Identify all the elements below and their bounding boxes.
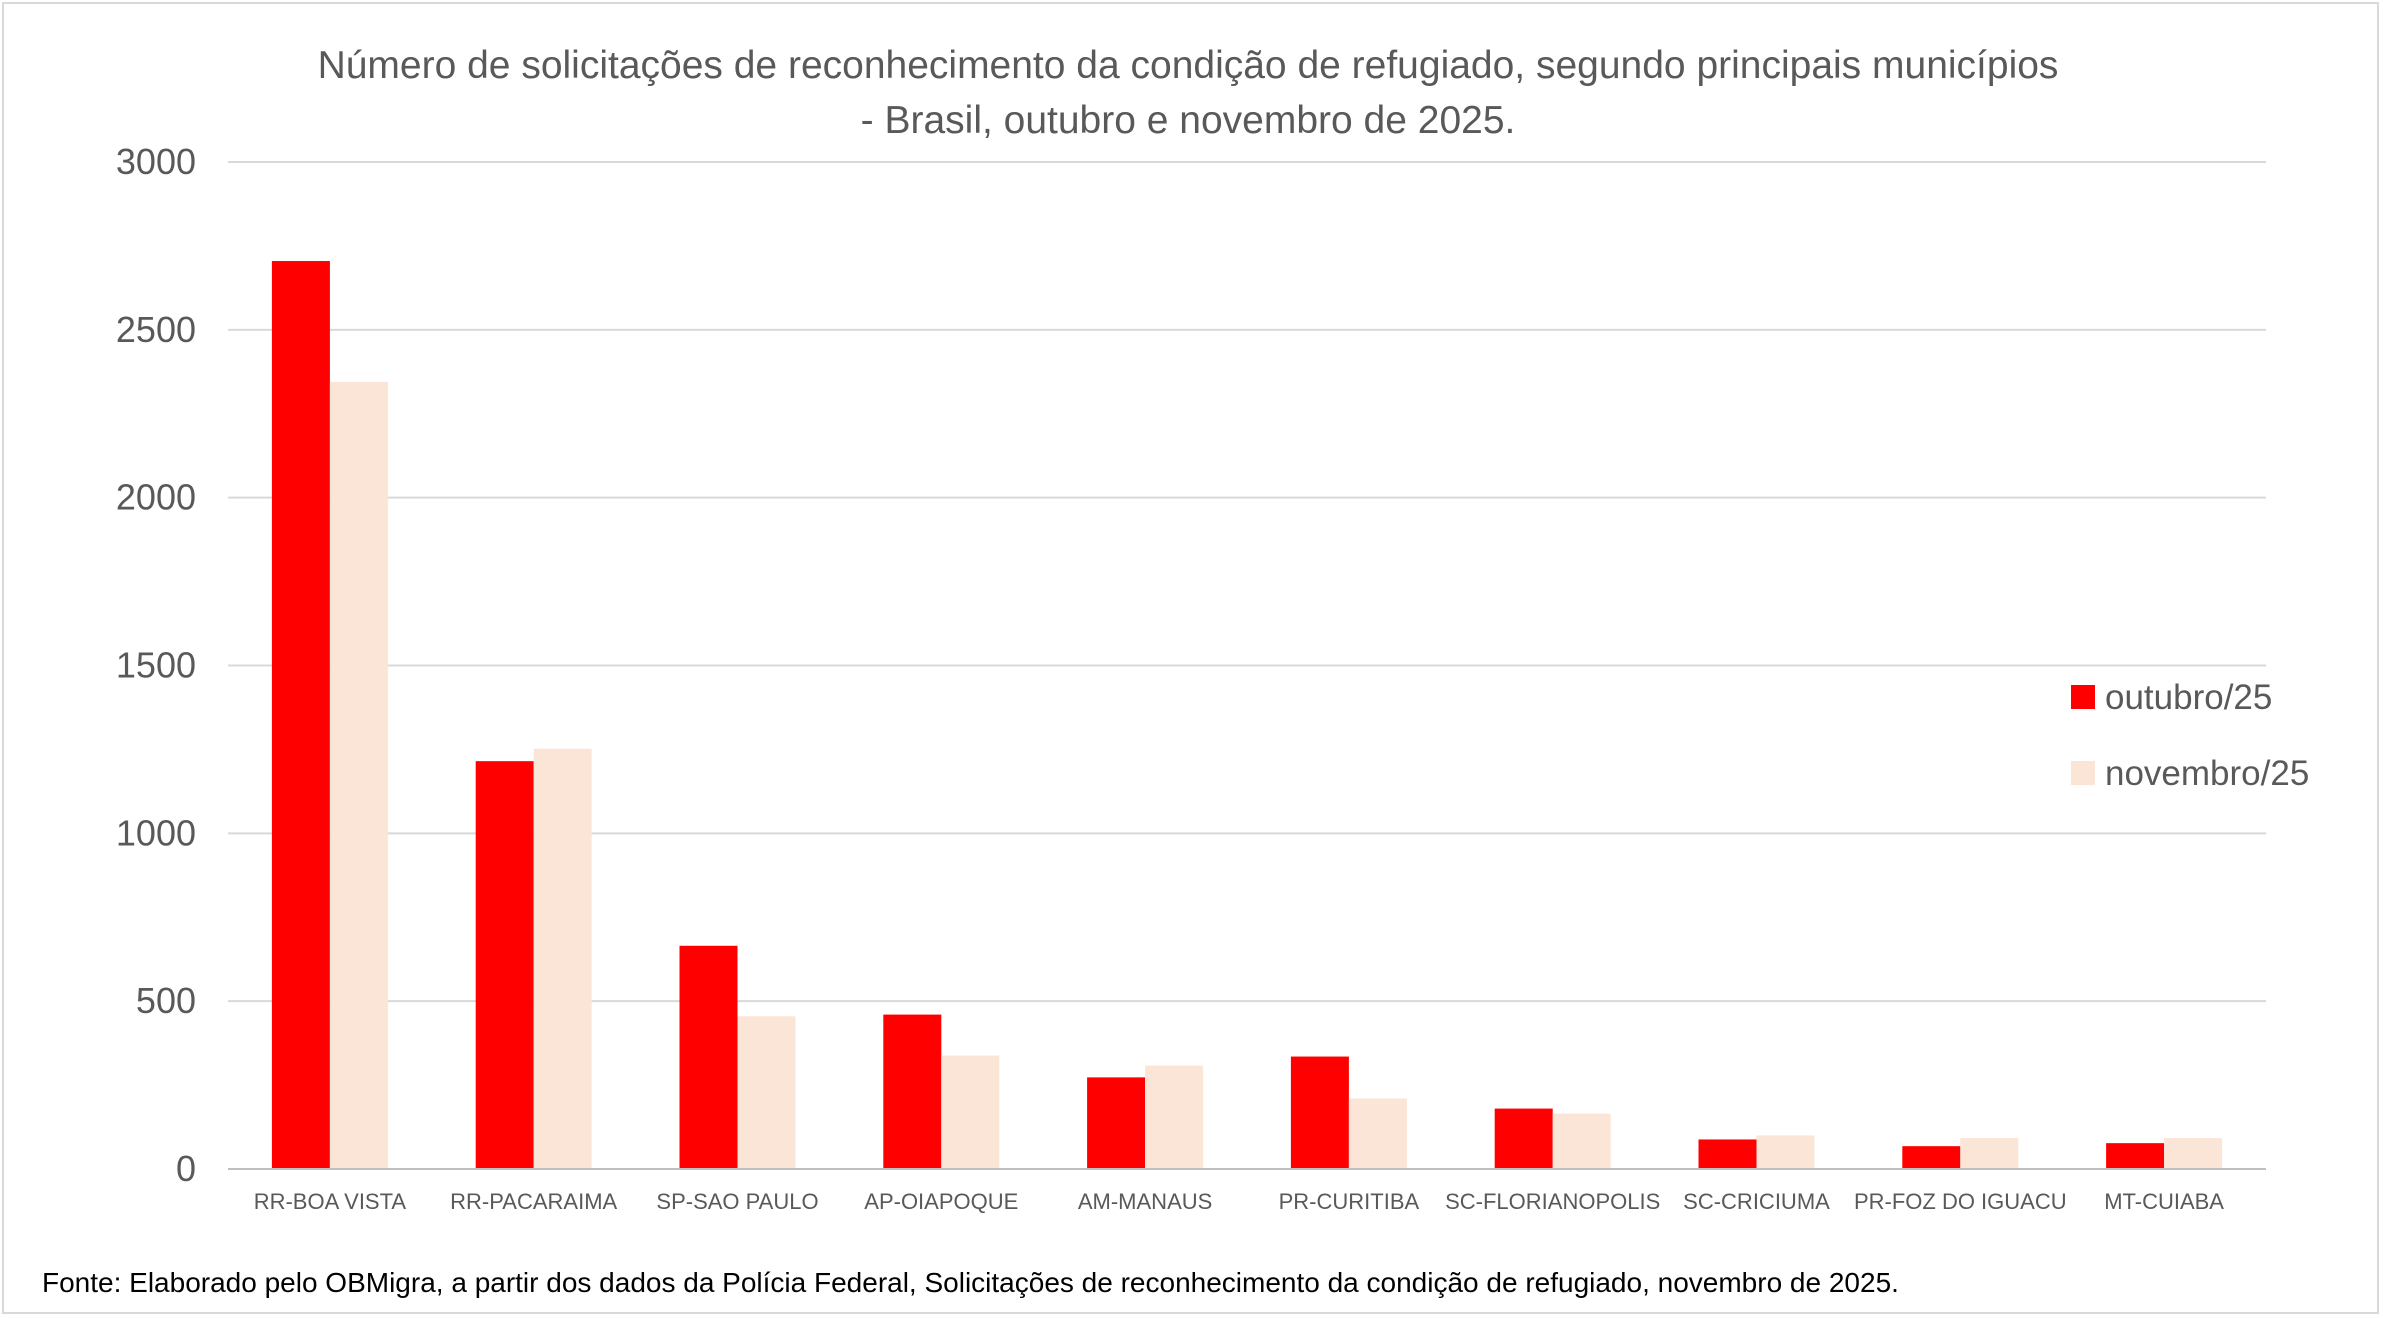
legend-swatch-novembro: [2071, 761, 2095, 785]
legend-label-novembro: novembro/25: [2105, 754, 2309, 793]
x-axis-ticks: RR-BOA VISTA RR-PACARAIMA SP-SAO PAULO AP-O…: [254, 1189, 2225, 1214]
chart-title-line-2: - Brasil, outubro e novembro de 2025.: [861, 99, 1516, 142]
legend-swatch-outubro: [2071, 685, 2095, 709]
y-tick-label-2000: 2000: [116, 477, 196, 518]
x-tick-label-pr-foz-do-iguacu: PR-FOZ DO IGUACU: [1854, 1189, 2067, 1214]
bar-am-manaus-outubro: [1087, 1077, 1146, 1169]
y-tick-label-2500: 2500: [116, 309, 196, 350]
bar-sp-sao-paulo-novembro: [737, 1016, 796, 1169]
bar-am-manaus-novembro: [1145, 1065, 1204, 1169]
x-tick-label-sc-criciuma: SC-CRICIUMA: [1683, 1189, 1830, 1214]
bar-pr-curitiba-outubro: [1290, 1056, 1349, 1169]
x-tick-label-mt-cuiaba: MT-CUIABA: [2104, 1189, 2224, 1214]
x-tick-label-rr-boa-vista: RR-BOA VISTA: [254, 1189, 407, 1214]
bars: [271, 261, 2223, 1169]
bar-sp-sao-paulo-outubro: [679, 945, 738, 1169]
bar-mt-cuiaba-novembro: [2164, 1138, 2223, 1169]
x-tick-label-ap-oiapoque: AP-OIAPOQUE: [864, 1189, 1018, 1214]
bar-mt-cuiaba-outubro: [2106, 1143, 2165, 1169]
bar-sc-florianopolis-outubro: [1494, 1108, 1553, 1169]
y-tick-label-3000: 3000: [116, 141, 196, 182]
legend: outubro/25 novembro/25: [2071, 678, 2309, 793]
bar-ap-oiapoque-novembro: [941, 1055, 1000, 1169]
y-tick-label-1500: 1500: [116, 645, 196, 686]
bar-rr-boa-vista-novembro: [329, 381, 388, 1169]
x-tick-label-am-manaus: AM-MANAUS: [1078, 1189, 1212, 1214]
bar-sc-florianopolis-novembro: [1552, 1113, 1611, 1169]
bar-sc-criciuma-novembro: [1756, 1135, 1815, 1169]
y-tick-label-500: 500: [136, 980, 196, 1021]
bar-rr-pacaraima-novembro: [533, 748, 592, 1169]
bar-sc-criciuma-outubro: [1698, 1139, 1757, 1169]
legend-label-outubro: outubro/25: [2105, 678, 2272, 717]
y-tick-label-1000: 1000: [116, 812, 196, 853]
x-tick-label-sc-florianopolis: SC-FLORIANOPOLIS: [1445, 1189, 1660, 1214]
y-tick-label-0: 0: [176, 1148, 196, 1189]
x-tick-label-sp-sao-paulo: SP-SAO PAULO: [656, 1189, 818, 1214]
bar-pr-curitiba-novembro: [1348, 1098, 1407, 1169]
chart-title-line-1: Número de solicitações de reconhecimento…: [318, 44, 2059, 87]
bar-rr-pacaraima-outubro: [475, 761, 534, 1169]
source-note: Fonte: Elaborado pelo OBMigra, a partir …: [42, 1267, 1899, 1298]
x-tick-label-pr-curitiba: PR-CURITIBA: [1279, 1189, 1420, 1214]
bar-rr-boa-vista-outubro: [271, 261, 330, 1169]
x-tick-label-rr-pacaraima: RR-PACARAIMA: [450, 1189, 617, 1214]
y-axis-ticks: 0 500 1000 1500 2000 2500 3000: [116, 141, 196, 1189]
bar-pr-foz-do-iguacu-outubro: [1902, 1146, 1961, 1169]
bar-ap-oiapoque-outubro: [883, 1014, 942, 1169]
bar-pr-foz-do-iguacu-novembro: [1960, 1138, 2019, 1169]
